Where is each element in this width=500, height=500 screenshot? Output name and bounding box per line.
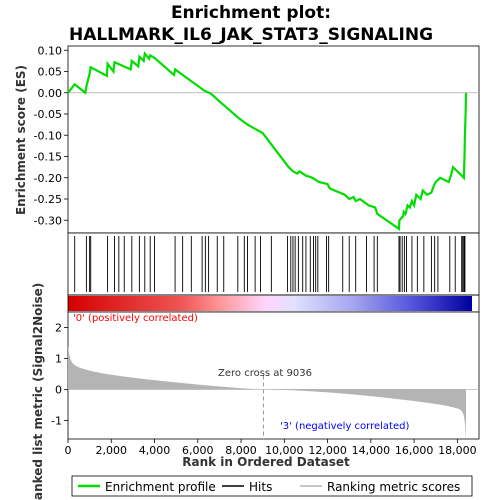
es-y-tick-label: -0.20 (34, 172, 62, 185)
es-y-tick-label: -0.30 (34, 214, 62, 227)
es-y-tick-label: -0.10 (34, 129, 62, 142)
metric-y-axis: 2 1 0 -1 (51, 321, 68, 427)
x-tick-label: 10,000 (265, 444, 304, 457)
zero-cross-label: Zero cross at 9036 (218, 368, 312, 379)
chart-title-line1: Enrichment plot: (171, 3, 331, 23)
legend-hits-label: Hits (249, 480, 272, 494)
legend-frame (71, 475, 473, 497)
legend-enrichment-label: Enrichment profile (105, 480, 216, 494)
metric-y-tick-label: 2 (55, 321, 62, 334)
es-y-axis-title: Enrichment score (ES) (14, 65, 28, 215)
es-y-tick-label: -0.15 (34, 151, 62, 164)
positive-correlation-label: '0' (positively correlated) (73, 313, 198, 324)
es-y-tick-label: 0.00 (38, 87, 63, 100)
chart-title-line2: HALLMARK_IL6_JAK_STAT3_SIGNALING (69, 25, 433, 45)
rank-gradient-bar (68, 296, 472, 311)
x-axis-title: Rank in Ordered Dataset (182, 455, 350, 469)
metric-panel-frame (67, 311, 480, 440)
x-tick-label: 14,000 (352, 444, 391, 457)
es-y-tick-label: 0.10 (38, 44, 63, 57)
metric-y-axis-title: Ranked list metric (Signal2Noise) (31, 283, 45, 500)
negative-correlation-label: '3' (negatively correlated) (280, 421, 409, 432)
x-axis: 0 2,000 4,000 6,000 8,000 10,000 12,000 14,000 1… (65, 439, 477, 457)
legend: Enrichment profile Hits Ranking metric s… (71, 475, 473, 497)
metric-y-tick-label: -1 (51, 414, 62, 427)
metric-y-tick-label: 1 (55, 352, 62, 365)
metric-y-tick-label: 0 (55, 383, 62, 396)
es-y-tick-label: -0.25 (34, 193, 62, 206)
legend-ranking-label: Ranking metric scores (327, 480, 460, 494)
x-tick-label: 12,000 (308, 444, 347, 457)
es-y-tick-label: 0.05 (38, 66, 63, 79)
x-tick-label: 2,000 (96, 444, 128, 457)
hits-panel-frame (67, 232, 480, 296)
es-y-axis: 0.10 0.05 0.00 -0.05 -0.10 -0.15 -0.20 -0.25 -0.… (34, 44, 68, 227)
es-panel-frame (67, 45, 480, 234)
x-tick-label: 18,000 (438, 444, 477, 457)
x-tick-label: 8,000 (225, 444, 257, 457)
x-tick-label: 6,000 (182, 444, 214, 457)
x-tick-label: 0 (65, 444, 72, 457)
es-y-tick-label: -0.05 (34, 108, 62, 121)
x-tick-label: 4,000 (139, 444, 171, 457)
x-tick-label: 16,000 (395, 444, 434, 457)
ranking-metric-area (68, 345, 466, 440)
enrichment-profile-line (67, 51, 468, 231)
hit-lines (74, 236, 466, 292)
